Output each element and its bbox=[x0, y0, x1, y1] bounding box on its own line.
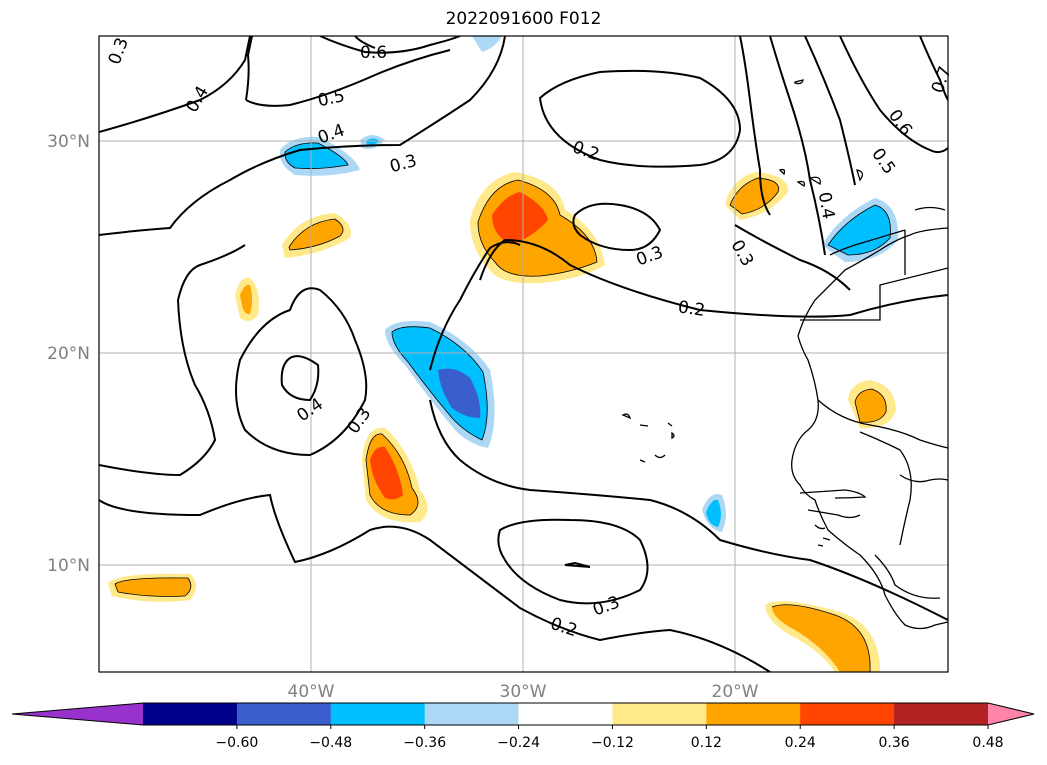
colorbar-tick-label: −0.60 bbox=[215, 735, 258, 751]
colorbar-swatch bbox=[424, 703, 520, 725]
contour-label: 0.2 bbox=[677, 297, 707, 321]
colorbar-tick-label: 0.24 bbox=[785, 735, 816, 751]
colorbar-swatch bbox=[800, 703, 895, 725]
coastlines bbox=[621, 79, 948, 630]
colorbar-outline bbox=[11, 702, 1035, 726]
colorbar-extend-high bbox=[988, 703, 1034, 725]
map-frame bbox=[98, 35, 949, 673]
colorbar-tick-label: −0.36 bbox=[403, 735, 446, 751]
longitude-labels: 40°W 30°W 20°W bbox=[288, 682, 759, 702]
lat-label-20N: 20°N bbox=[47, 344, 90, 364]
colorbar-tick-label: 0.36 bbox=[879, 735, 910, 751]
colorbar-extend-low bbox=[12, 703, 143, 725]
thick-contours bbox=[99, 36, 948, 672]
lon-label-30W: 30°W bbox=[500, 682, 547, 702]
colorbar-swatch bbox=[330, 703, 426, 725]
colorbar-tick-label: 0.48 bbox=[972, 735, 1003, 751]
colorbar-tick-label: −0.48 bbox=[309, 735, 352, 751]
colorbar-tick-label: −0.12 bbox=[591, 735, 634, 751]
colorbar: −0.60 −0.48 −0.36 −0.24 −0.12 0.12 0.24 0.36 0.4… bbox=[11, 702, 1035, 751]
gridlines bbox=[99, 36, 948, 672]
lat-label-10N: 10°N bbox=[47, 556, 90, 576]
plot-title: 2022091600 F012 bbox=[445, 9, 602, 29]
latitude-labels: 30°N 20°N 10°N bbox=[47, 132, 90, 576]
colorbar-swatch bbox=[518, 703, 613, 725]
colorbar-swatch bbox=[706, 703, 801, 725]
map-plot-area bbox=[99, 36, 948, 672]
thin-contours bbox=[114, 142, 891, 672]
lon-label-20W: 20°W bbox=[712, 682, 759, 702]
colorbar-swatch bbox=[236, 703, 332, 725]
colorbar-tick-label: 0.12 bbox=[691, 735, 722, 751]
colorbar-swatch bbox=[143, 703, 238, 725]
colorbar-swatch bbox=[612, 703, 707, 725]
contour-label: 0.4 bbox=[814, 191, 838, 221]
colorbar-tick-label: −0.24 bbox=[497, 735, 540, 751]
colorbar-swatch bbox=[894, 703, 989, 725]
contour-label: 0.6 bbox=[360, 43, 387, 63]
lon-label-40W: 40°W bbox=[288, 682, 335, 702]
lat-label-30N: 30°N bbox=[47, 132, 90, 152]
